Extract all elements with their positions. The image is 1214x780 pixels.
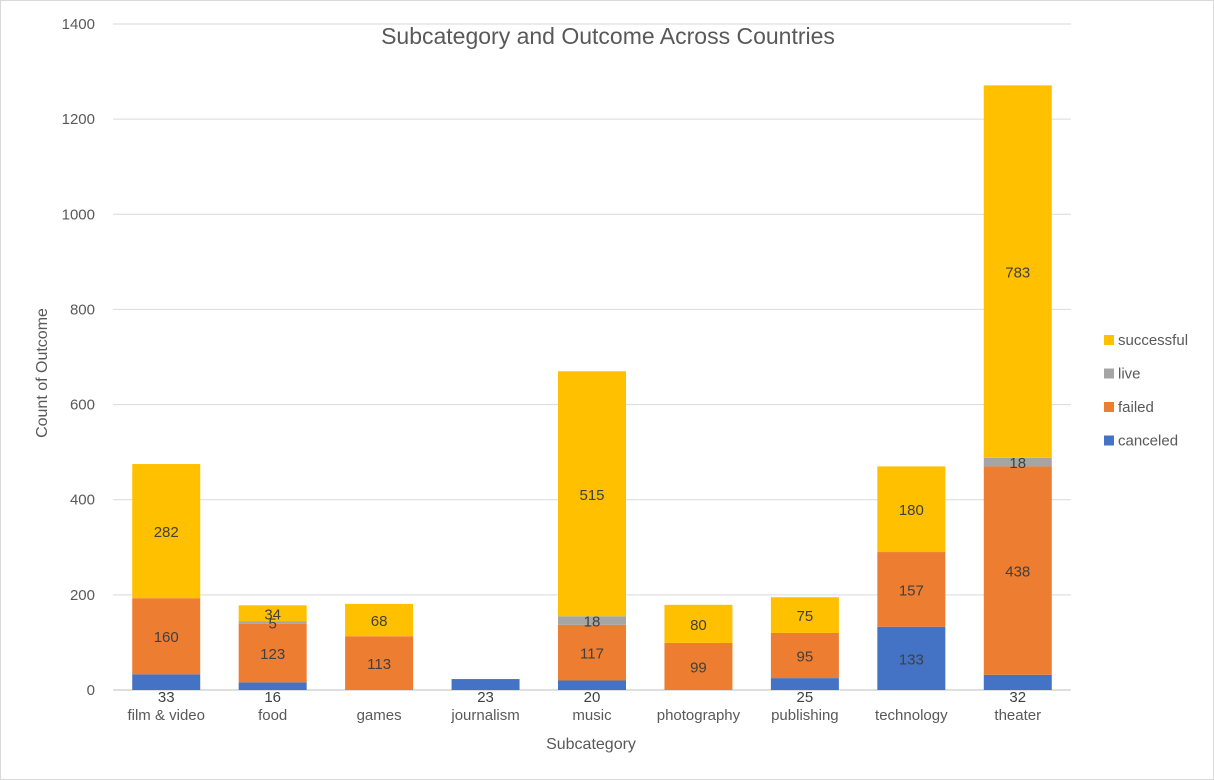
- data-label-canceled: 33: [158, 689, 175, 706]
- y-tick-label: 1400: [62, 16, 95, 33]
- legend-swatch-live: [1104, 368, 1114, 379]
- x-tick-label: photography: [657, 707, 741, 724]
- data-label-canceled: 133: [899, 651, 924, 668]
- bar-segment-canceled: [877, 626, 946, 690]
- legend-label-failed: failed: [1118, 399, 1154, 416]
- data-label-successful: 783: [1005, 265, 1030, 282]
- legend: successful live failed canceled: [1104, 332, 1188, 450]
- data-label-successful: 75: [797, 608, 814, 625]
- data-label-canceled: 23: [477, 689, 494, 706]
- bar-segment-successful: [132, 464, 201, 599]
- x-tick-label: games: [357, 707, 402, 724]
- x-tick-label: journalism: [450, 707, 519, 724]
- chart-title: Subcategory and Outcome Across Countries: [381, 23, 835, 49]
- y-tick-label: 1200: [62, 111, 95, 128]
- data-label-failed: 438: [1005, 564, 1030, 581]
- y-axis-title: Count of Outcome: [34, 308, 51, 438]
- x-tick-label: food: [258, 707, 287, 724]
- y-tick-label: 0: [87, 682, 95, 699]
- data-label-canceled: 16: [264, 689, 281, 706]
- legend-swatch-canceled: [1104, 435, 1114, 446]
- bar-segment-canceled: [451, 679, 520, 690]
- bar-segment-failed: [238, 623, 307, 683]
- data-label-live: 5: [268, 616, 276, 633]
- y-tick-label: 1000: [62, 206, 95, 223]
- y-tick-label: 800: [70, 301, 95, 318]
- bar-segment-failed: [664, 642, 733, 690]
- legend-label-canceled: canceled: [1118, 433, 1178, 450]
- bar-segment-failed: [983, 466, 1052, 675]
- bar-segment-successful: [983, 85, 1052, 458]
- data-label-canceled: 32: [1009, 689, 1026, 706]
- bar-segment-failed: [770, 632, 839, 679]
- bar-segment-live: [558, 616, 626, 625]
- legend-label-live: live: [1118, 366, 1141, 383]
- x-tick-label: music: [572, 707, 612, 724]
- bar-segment-successful: [664, 604, 733, 643]
- data-label-failed: 99: [690, 659, 707, 676]
- data-label-live: 18: [1009, 455, 1026, 472]
- bar-segment-canceled: [132, 674, 201, 690]
- y-axis-ticks: 0 200 400 600 800 1000 1200 1400: [62, 16, 95, 699]
- data-label-successful: 34: [264, 606, 281, 623]
- data-label-failed: 123: [260, 646, 285, 663]
- data-label-canceled: 25: [797, 689, 814, 706]
- bar-segment-canceled: [238, 682, 307, 690]
- legend-swatch-successful: [1104, 335, 1114, 345]
- data-label-successful: 180: [899, 502, 924, 519]
- bar-segment-live: [238, 621, 307, 624]
- x-axis-ticks: film & video food games journalism music phot…: [127, 707, 1041, 724]
- y-tick-label: 600: [70, 397, 95, 414]
- bar-segment-failed: [345, 636, 414, 690]
- bar-segment-canceled: [983, 674, 1052, 690]
- legend-swatch-failed: [1104, 402, 1114, 412]
- y-tick-label: 200: [70, 587, 95, 604]
- data-label-successful: 515: [579, 487, 604, 504]
- data-label-successful: 80: [690, 617, 707, 634]
- bar-segment-successful: [345, 603, 414, 637]
- x-axis-title: Subcategory: [546, 736, 636, 753]
- y-tick-label: 400: [70, 492, 95, 509]
- data-label-failed: 117: [580, 646, 604, 663]
- data-label-failed: 160: [154, 629, 179, 646]
- data-label-successful: 68: [371, 613, 388, 630]
- data-label-live: 18: [584, 614, 601, 631]
- x-tick-label: film & video: [127, 707, 205, 724]
- data-label-failed: 157: [899, 582, 924, 599]
- x-tick-label: theater: [994, 707, 1041, 724]
- bar-segment-successful: [877, 466, 946, 553]
- data-label-failed: 95: [797, 649, 814, 666]
- bar-segment-live: [983, 457, 1052, 467]
- legend-label-successful: successful: [1118, 332, 1188, 349]
- data-label-canceled: 20: [584, 689, 601, 706]
- data-label-failed: 113: [367, 656, 391, 673]
- bar-segment-failed: [132, 598, 201, 675]
- bar-segment-successful: [558, 371, 626, 617]
- bar-segment-canceled: [770, 678, 839, 690]
- x-tick-label: publishing: [771, 707, 839, 724]
- x-tick-label: technology: [875, 707, 948, 724]
- bar-segment-successful: [238, 605, 307, 622]
- bar-segment-successful: [770, 597, 839, 633]
- bars: [132, 85, 1052, 690]
- bar-segment-failed: [877, 552, 946, 627]
- data-label-successful: 282: [154, 524, 179, 541]
- bar-segment-canceled: [558, 680, 626, 690]
- data-labels: 33 160 282 16 123 534 113 68 23 20 117 18 515 99 80 25 9…: [154, 265, 1031, 706]
- bar-segment-failed: [558, 624, 626, 681]
